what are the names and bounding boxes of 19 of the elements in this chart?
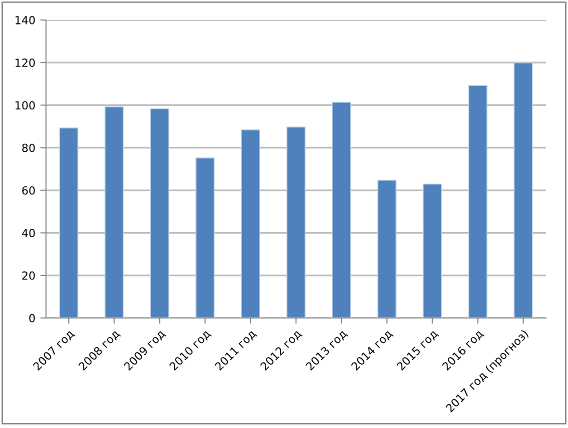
y-tick-label: 100 <box>16 101 35 110</box>
y-tick-label: 80 <box>22 144 35 152</box>
y-tick-label: 20 <box>22 271 35 280</box>
bar <box>196 158 215 318</box>
y-tick-label: 0 <box>29 314 35 322</box>
y-tick-label: 140 <box>16 16 35 24</box>
bar <box>377 180 396 318</box>
bar <box>514 62 533 318</box>
bar <box>59 128 78 318</box>
y-tick-label: 60 <box>22 186 35 195</box>
bar <box>332 102 351 318</box>
bar <box>241 129 260 318</box>
y-tick-label: 40 <box>22 228 35 238</box>
bar <box>150 108 170 318</box>
y-tick-label: 120 <box>16 58 35 67</box>
bar <box>468 85 488 318</box>
bar <box>286 126 306 318</box>
bar <box>422 184 442 318</box>
bar <box>104 106 124 318</box>
